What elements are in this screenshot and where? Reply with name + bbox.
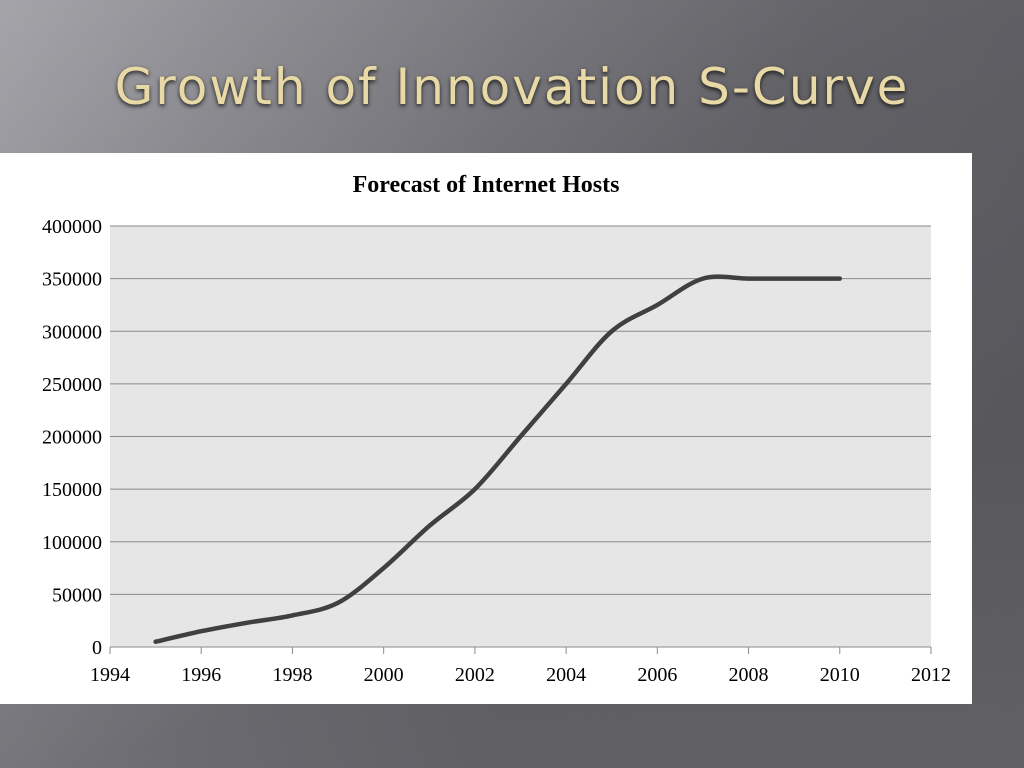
y-tick-label: 0 xyxy=(92,637,102,659)
y-tick-label: 300000 xyxy=(42,321,102,343)
x-tick-label: 2010 xyxy=(820,664,860,686)
chart-panel: Forecast of Internet Hosts 0 50000 100000 1… xyxy=(0,153,972,704)
y-tick-label: 250000 xyxy=(42,374,102,396)
y-axis-ticks: 0 50000 100000 150000 200000 250000 300000 3500… xyxy=(42,216,102,659)
y-tick-label: 350000 xyxy=(42,269,102,291)
x-tick-label: 1998 xyxy=(272,664,312,686)
x-tick-label: 2004 xyxy=(546,664,586,686)
chart-title: Forecast of Internet Hosts xyxy=(353,172,620,198)
x-axis-ticks: 1994 1996 1998 2000 2002 2004 2006 2008 2010 2012 xyxy=(90,647,951,686)
y-tick-label: 400000 xyxy=(42,216,102,238)
slide-title: Growth of Innovation S-Curve xyxy=(114,58,910,116)
line-chart: Forecast of Internet Hosts 0 50000 100000 1… xyxy=(42,172,951,686)
y-tick-label: 50000 xyxy=(52,584,102,606)
series-line-0 xyxy=(153,274,843,644)
y-tick-label: 200000 xyxy=(42,427,102,449)
x-tick-label: 2000 xyxy=(364,664,404,686)
y-tick-label: 150000 xyxy=(42,479,102,501)
x-tick-label: 2006 xyxy=(637,664,677,686)
series-group xyxy=(153,274,843,644)
x-tick-label: 2012 xyxy=(911,664,951,686)
y-tick-label: 100000 xyxy=(42,532,102,554)
x-tick-label: 2008 xyxy=(729,664,769,686)
x-tick-label: 1994 xyxy=(90,664,130,686)
x-tick-label: 2002 xyxy=(455,664,495,686)
x-tick-label: 1996 xyxy=(181,664,221,686)
